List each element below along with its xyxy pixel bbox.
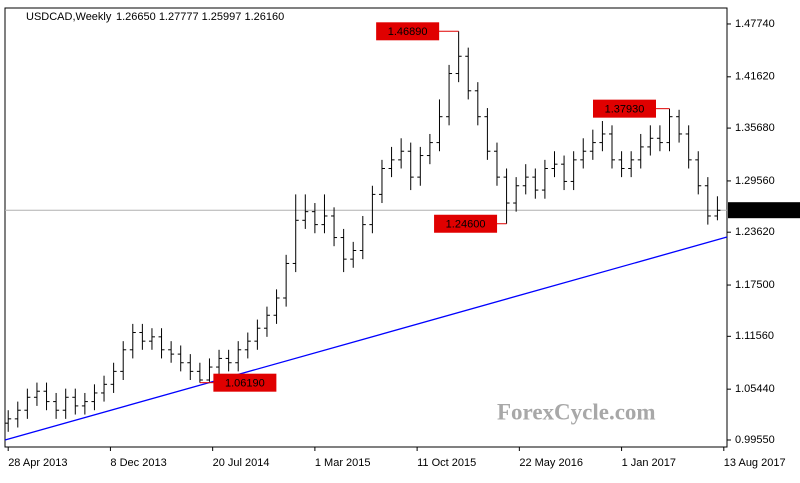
y-tick-label: 1.17500 [735,279,775,291]
x-tick-label: 11 Oct 2015 [417,457,476,469]
x-tick-label: 13 Aug 2017 [724,457,786,469]
x-tick-label: 8 Dec 2013 [110,457,166,469]
quote: 1.26650 1.27777 1.25997 1.26160 [116,11,284,23]
y-tick-label: 1.41620 [735,71,775,83]
y-tick-label: 1.11560 [735,330,774,342]
y-tick-label: 1.35680 [735,122,775,134]
y-tick-label: 0.99550 [735,434,775,446]
x-tick-label: 1 Jan 2017 [622,457,676,469]
annotation-box [592,99,656,118]
x-tick-label: 20 Jul 2014 [213,457,270,469]
trendline [4,236,728,441]
current-price-tag [728,202,800,219]
current-price-label: 1.26169 [735,205,775,217]
y-tick-label: 1.47740 [735,18,775,30]
annotation-label: 1.06190 [225,378,265,390]
annotation-label: 1.37930 [605,104,645,116]
chart-title: USDCAD,Weekly [26,11,112,23]
annotation-label: 1.46890 [388,26,428,38]
y-tick-label: 1.23620 [735,226,775,238]
y-tick-label: 1.05440 [735,383,775,395]
annotation-box [376,22,440,41]
annotation-box [434,214,498,233]
x-tick-label: 22 May 2016 [519,457,583,469]
annotation-box [213,373,277,392]
x-tick-label: 1 Mar 2015 [315,457,371,469]
x-tick-label: 28 Apr 2013 [8,457,67,469]
y-tick-label: 1.29560 [735,175,775,187]
watermark: ForexCycle.com [497,399,656,424]
plot-frame [4,7,728,448]
annotation-label: 1.24600 [446,219,486,231]
